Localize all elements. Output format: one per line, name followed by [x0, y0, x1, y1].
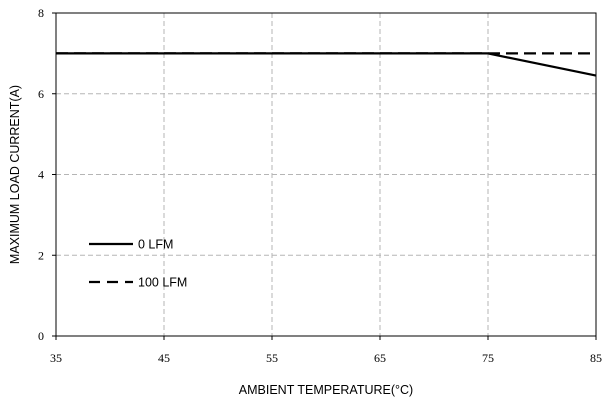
legend-label: 0 LFM [138, 238, 173, 252]
legend: 0 LFM 100 LFM [89, 238, 187, 290]
grid [56, 13, 596, 336]
y-tick-label: 8 [38, 6, 44, 20]
axis-ticks: 35 45 55 65 75 85 0 2 4 6 8 [38, 6, 602, 365]
x-tick-label: 75 [482, 351, 494, 365]
y-tick-label: 4 [38, 168, 44, 182]
y-tick-label: 0 [38, 329, 44, 343]
series-line-0-lfm [56, 52, 597, 77]
y-tick-label: 2 [38, 248, 44, 262]
y-tick-label: 6 [38, 87, 44, 101]
x-tick-label: 65 [374, 351, 386, 365]
x-tick-label: 45 [158, 351, 170, 365]
x-tick-label: 35 [50, 351, 62, 365]
x-tick-label: 85 [590, 351, 602, 365]
y-axis-title: MAXIMUM LOAD CURRENT(A) [8, 85, 22, 264]
legend-label: 100 LFM [138, 276, 187, 290]
x-tick-label: 55 [266, 351, 278, 365]
x-axis-title: AMBIENT TEMPERATURE(°C) [239, 383, 413, 397]
series-layer [56, 52, 597, 77]
